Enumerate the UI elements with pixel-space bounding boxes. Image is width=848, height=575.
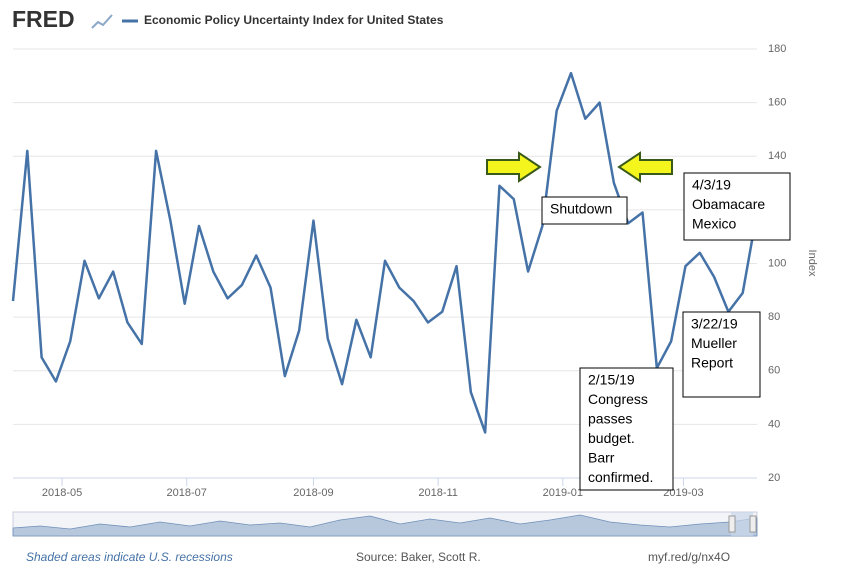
annotation-line: confirmed. bbox=[588, 469, 653, 485]
annotation-line: Congress bbox=[588, 391, 648, 407]
annotation: 2/15/19 Congress passes budget. Barr confirme… bbox=[579, 367, 674, 491]
y-tick-label: 180 bbox=[768, 43, 786, 55]
y-tick-label: 60 bbox=[768, 365, 780, 377]
arrow-left bbox=[617, 151, 673, 183]
navigator-handle bbox=[728, 515, 736, 533]
y-tick-label: 140 bbox=[768, 150, 786, 162]
annotation: 4/3/19 Obamacare Mexico bbox=[683, 172, 791, 241]
navigator bbox=[12, 511, 758, 537]
annotation: Shutdown bbox=[541, 196, 628, 225]
annotation-line: Mexico bbox=[692, 216, 737, 232]
annotation-line: 4/3/19 bbox=[692, 177, 731, 193]
x-tick-label: 2018-11 bbox=[418, 487, 458, 499]
y-tick-label: 80 bbox=[768, 311, 780, 323]
line bbox=[11, 71, 759, 434]
x-tick-label: 2018-09 bbox=[293, 487, 333, 499]
annotation-box bbox=[682, 311, 761, 398]
annotation-box bbox=[683, 172, 791, 241]
footer-source: Source: Baker, Scott R. bbox=[356, 550, 481, 564]
annotation-line: Shutdown bbox=[550, 201, 612, 217]
annotation-box bbox=[541, 196, 628, 225]
x-tick-label: 2019-01 bbox=[543, 487, 583, 499]
annotation-line: passes bbox=[588, 411, 632, 427]
footer-note: Shaded areas indicate U.S. recessions bbox=[26, 550, 233, 564]
logo: FRED bbox=[12, 6, 75, 32]
x-tick-label: 2018-05 bbox=[42, 487, 82, 499]
navigator-handle bbox=[749, 515, 757, 533]
annotation-line: 2/15/19 bbox=[588, 372, 635, 388]
y-tick-label: 100 bbox=[768, 257, 786, 269]
navigator-area bbox=[12, 514, 758, 537]
logo-icon bbox=[91, 14, 113, 29]
legend-label: Economic Policy Uncertainty Index for Un… bbox=[144, 13, 444, 27]
annotation-line: Obamacare bbox=[692, 196, 765, 212]
annotation-box bbox=[579, 367, 674, 491]
y-tick-label: 40 bbox=[768, 418, 780, 430]
navigator-selection bbox=[731, 512, 753, 536]
annotation-line: Mueller bbox=[691, 335, 737, 351]
annotation-line: 3/22/19 bbox=[691, 316, 738, 332]
arrow-right bbox=[486, 151, 542, 183]
y-axis-label: Index bbox=[806, 250, 818, 277]
annotation-line: Barr bbox=[588, 450, 615, 466]
footer-link[interactable]: myf.red/g/nx4O bbox=[648, 550, 730, 564]
x-tick-label: 2018-07 bbox=[167, 487, 207, 499]
annotation: 3/22/19 Mueller Report bbox=[682, 311, 761, 398]
y-tick-label: 160 bbox=[768, 97, 786, 109]
annotation-line: Report bbox=[691, 355, 733, 371]
annotation-line: budget. bbox=[588, 430, 635, 446]
y-tick-label: 20 bbox=[768, 472, 780, 484]
